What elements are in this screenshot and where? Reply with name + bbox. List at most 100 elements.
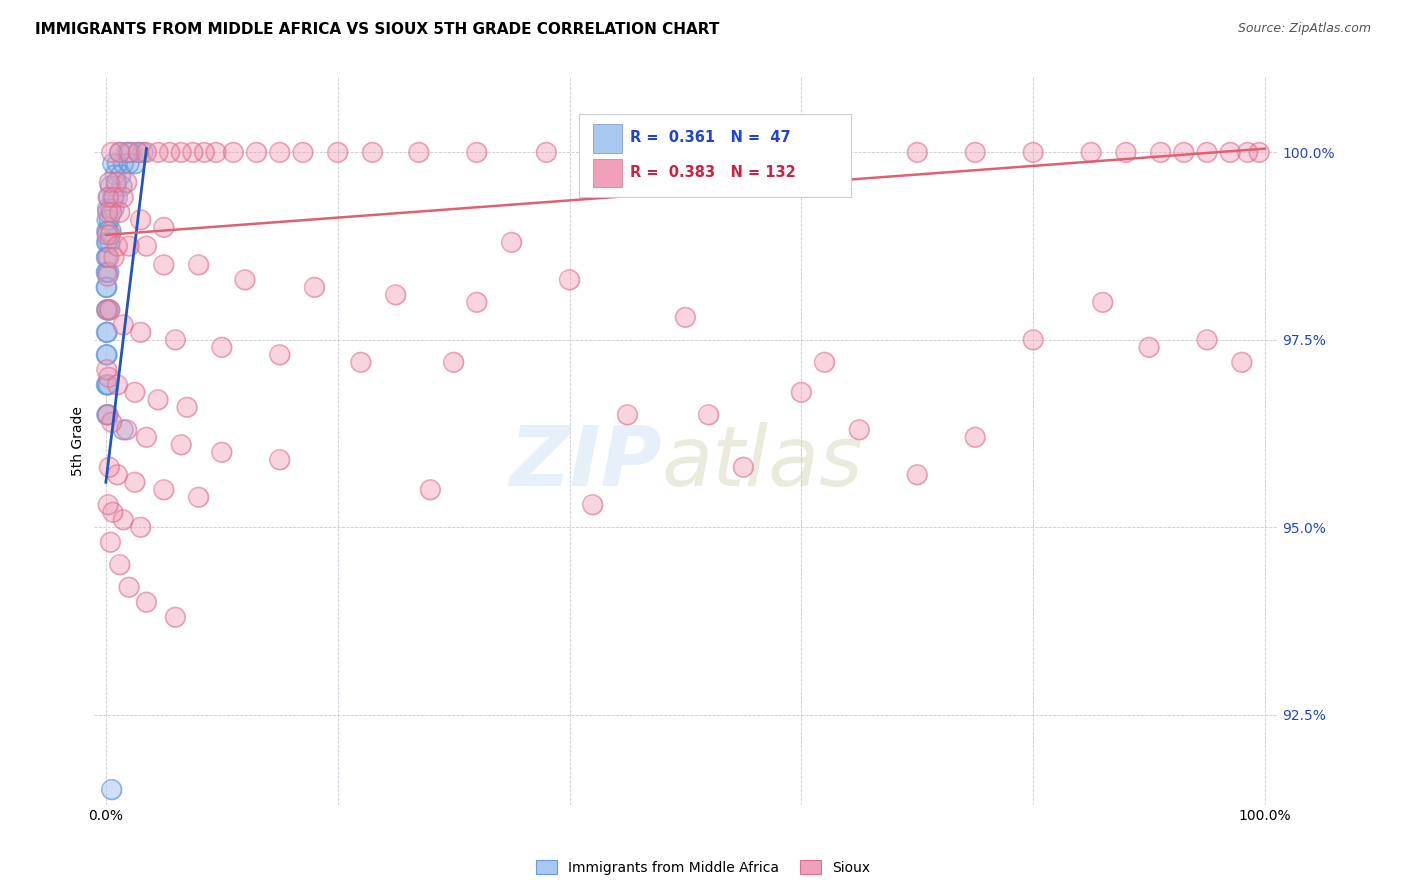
Point (269, 452, 291, 467)
Point (127, 145, 149, 160)
Point (118, 145, 141, 160)
Point (291, 145, 314, 160)
Point (905, 145, 928, 160)
Point (443, 355, 465, 369)
Point (98, 460, 121, 475)
Point (1236, 145, 1258, 160)
Point (673, 145, 696, 160)
Point (558, 273, 581, 287)
Point (605, 145, 627, 160)
Point (127, 145, 149, 160)
Point (1230, 355, 1253, 369)
Point (110, 168, 132, 182)
Text: R =  0.361   N =  47: R = 0.361 N = 47 (630, 130, 790, 145)
Point (176, 401, 198, 415)
Point (1022, 145, 1045, 160)
Point (107, 377, 129, 392)
FancyBboxPatch shape (593, 124, 621, 153)
Point (673, 310, 696, 325)
Point (124, 475, 146, 490)
Point (107, 190, 129, 204)
Point (107, 156, 129, 170)
Point (100, 179, 122, 194)
Point (170, 438, 193, 452)
Point (118, 239, 141, 253)
Point (100, 202, 122, 216)
Point (97, 251, 120, 265)
Point (222, 145, 245, 160)
Point (96, 265, 118, 279)
Point (536, 145, 558, 160)
Point (96, 326, 118, 340)
Point (107, 156, 129, 170)
Point (97, 377, 120, 392)
Point (96, 212, 118, 227)
Point (100, 205, 122, 219)
Point (100, 145, 122, 160)
Point (112, 513, 135, 527)
Point (105, 179, 128, 194)
Point (96, 377, 118, 392)
Point (187, 490, 209, 504)
Point (1080, 145, 1102, 160)
Point (108, 205, 131, 219)
Point (146, 145, 169, 160)
Point (304, 280, 326, 294)
Point (97, 408, 120, 422)
Point (118, 156, 141, 170)
Point (536, 145, 558, 160)
Point (118, 239, 141, 253)
Point (384, 288, 406, 302)
Point (1022, 145, 1045, 160)
Point (96, 377, 118, 392)
Point (97, 302, 120, 317)
Y-axis label: 5th Grade: 5th Grade (72, 406, 86, 476)
Point (211, 445, 233, 459)
Point (96, 280, 118, 294)
Point (170, 145, 193, 160)
Point (1195, 333, 1218, 347)
Point (112, 513, 135, 527)
Point (193, 145, 215, 160)
Point (100, 415, 122, 429)
Point (96, 363, 118, 377)
Point (153, 258, 176, 272)
Point (755, 145, 778, 160)
Point (673, 145, 696, 160)
Point (350, 355, 373, 369)
Point (97, 498, 120, 512)
Point (98, 460, 121, 475)
Point (291, 145, 314, 160)
Point (96, 251, 118, 265)
Point (96, 212, 118, 227)
Point (825, 145, 848, 160)
Point (408, 145, 430, 160)
Point (697, 408, 720, 422)
Point (108, 145, 131, 160)
Point (269, 452, 291, 467)
Point (97, 370, 120, 384)
Point (181, 145, 204, 160)
Point (97, 190, 120, 204)
Point (1219, 145, 1241, 160)
Point (100, 145, 122, 160)
Point (269, 145, 291, 160)
Point (127, 145, 149, 160)
Point (1022, 333, 1045, 347)
Point (112, 318, 135, 332)
Point (97, 408, 120, 422)
Point (96, 363, 118, 377)
Point (813, 355, 835, 369)
Point (350, 355, 373, 369)
Point (187, 490, 209, 504)
Point (97, 377, 120, 392)
Point (245, 145, 267, 160)
Point (100, 205, 122, 219)
Point (135, 595, 157, 609)
Point (105, 179, 128, 194)
Point (755, 145, 778, 160)
Point (1150, 145, 1173, 160)
Point (96, 326, 118, 340)
Point (112, 156, 135, 170)
Point (1022, 333, 1045, 347)
